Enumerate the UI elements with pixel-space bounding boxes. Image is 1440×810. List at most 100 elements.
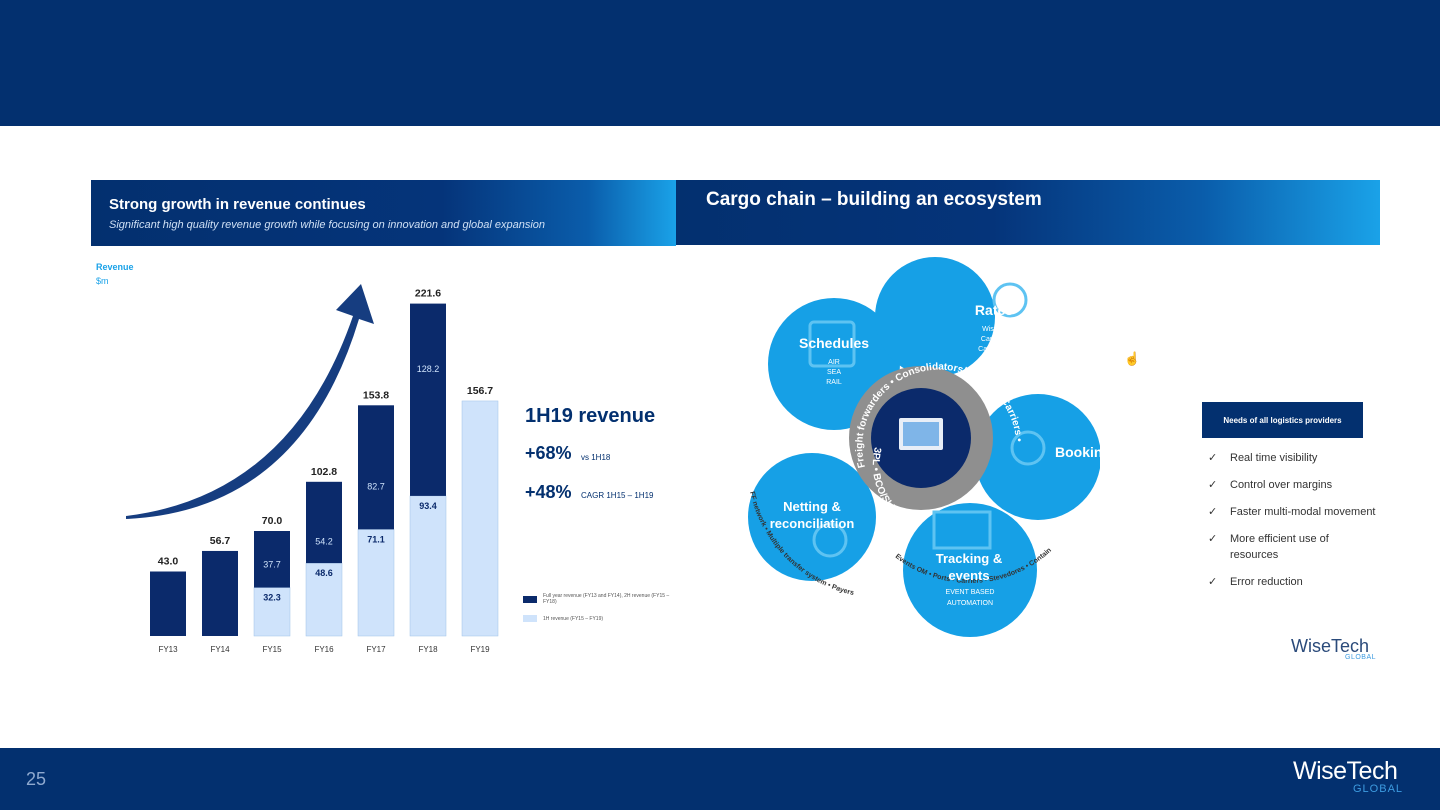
tracking-item: AUTOMATION (947, 600, 993, 607)
bottom-banner (0, 748, 1440, 810)
wisetech-logo-sub: GLOBAL (1353, 783, 1404, 795)
check-icon: ✓ (1208, 506, 1218, 518)
top-banner (0, 0, 1440, 126)
needs-item-text: More efficient use of resources (1230, 533, 1329, 561)
revenue-bar-chart: 43.0 FY13 56.7 FY14 32.3 37.7 70.0 FY15 48.6 54.2… (126, 284, 499, 654)
schedules-item: AIR (828, 359, 840, 366)
bar-segment-2h (358, 405, 394, 530)
x-tick-label: FY16 (314, 645, 334, 654)
needs-title-box: Needs of all logistics providers (1202, 402, 1363, 438)
check-icon: ✓ (1208, 479, 1218, 491)
bar-data-label: 71.1 (367, 534, 385, 544)
right-panel-title: Cargo chain – building an ecosystem (706, 189, 1042, 210)
search-icon (1010, 430, 1046, 466)
rates-item: CargoSphere (978, 346, 1020, 353)
rates-circle (875, 257, 995, 377)
right-panel-header: Cargo chain – building an ecosystem (676, 180, 1380, 245)
stat-title: 1H19 revenue (525, 405, 656, 427)
y-axis-label: Revenue (96, 262, 134, 272)
stat-growth-note: vs 1H18 (581, 453, 611, 462)
list-item: ✓ Error reduction (1208, 574, 1378, 590)
bar-data-label: 82.7 (367, 481, 385, 491)
list-item: ✓ Control over margins (1208, 477, 1378, 493)
check-icon: ✓ (1208, 533, 1218, 545)
list-item: ✓ More efficient use of resources (1208, 531, 1378, 563)
x-tick-label: FY15 (262, 645, 282, 654)
needs-list: ✓ Real time visibility ✓ Control over marg… (1208, 450, 1378, 601)
schedules-item: RAIL (826, 379, 842, 386)
bar-segment-2h (306, 481, 342, 564)
bar-total-label: 56.7 (210, 535, 231, 547)
hand-cursor-icon: ☝ (1124, 351, 1141, 366)
bar-segment-2h (202, 550, 238, 636)
wisetech-logo-panel: WiseTech (1291, 636, 1370, 656)
bar-data-label: 37.7 (263, 559, 281, 569)
schedules-title: Schedules (799, 335, 869, 351)
netting-title-line1: Netting & (783, 499, 841, 514)
needs-item-text: Real time visibility (1230, 452, 1318, 464)
bar-segment-2h (150, 571, 186, 636)
bar-data-label: 93.4 (419, 501, 437, 511)
calendar-icon (808, 320, 856, 368)
legend-swatch-light (523, 615, 537, 622)
dollar-icon (992, 282, 1028, 318)
wisetech-logo-panel-sub: GLOBAL (1345, 654, 1377, 661)
barcode-icon (932, 510, 992, 550)
bar-data-label: 54.2 (315, 536, 333, 546)
legend-label-light: 1H revenue (FY15 – FY19) (543, 615, 604, 622)
check-icon: ✓ (1208, 452, 1218, 464)
legend-label-dark: Full year revenue (FY13 and FY14), 2H re… (543, 593, 670, 605)
bar-total-label: 102.8 (311, 466, 337, 478)
x-tick-label: FY19 (470, 645, 490, 654)
bar-segment-1h (461, 400, 499, 637)
booking-circle (975, 394, 1100, 520)
tracking-circle (903, 503, 1037, 637)
bar-total-label: 153.8 (363, 389, 389, 401)
stat-cagr-note: CAGR 1H15 – 1H19 (581, 491, 654, 500)
rates-title: Rates (975, 302, 1013, 318)
stat-growth-value: +68% (525, 443, 572, 463)
left-panel-subtitle: Significant high quality revenue growth … (109, 219, 546, 231)
needs-item-text: Faster multi-modal movement (1230, 506, 1376, 518)
bar-segment-1h (357, 529, 395, 637)
list-item: ✓ Real time visibility (1208, 450, 1378, 466)
growth-arrow-icon (126, 284, 374, 519)
bar-data-label: 32.3 (263, 593, 281, 603)
bar-segment-1h (409, 495, 447, 637)
rates-item: Cargoguide (981, 336, 1017, 343)
schedules-item: SEA (827, 369, 841, 376)
booking-title: Booking (1055, 444, 1100, 460)
bar-segment-2h (254, 531, 290, 588)
ecosystem-diagram: Freight forwarders • Consolidators/NVOCC… (720, 252, 1100, 637)
bar-data-label: 128.2 (417, 364, 440, 374)
wisetech-logo: WiseTech (1293, 757, 1398, 785)
netting-title-line2: reconciliation (770, 516, 855, 531)
left-panel-title: Strong growth in revenue continues (109, 196, 366, 213)
needs-item-text: Error reduction (1230, 576, 1303, 588)
bar-data-label: 48.6 (315, 568, 333, 578)
left-panel-header: Strong growth in revenue continues Signi… (91, 180, 676, 246)
x-tick-label: FY14 (210, 645, 230, 654)
bar-total-label: 70.0 (262, 515, 283, 527)
rates-item: WiseRates (982, 326, 1016, 333)
legend-item-dark: Full year revenue (FY13 and FY14), 2H re… (523, 593, 683, 605)
tracking-item: EVENT BASED (946, 589, 995, 596)
legend-item-light: 1H revenue (FY15 – FY19) (523, 615, 683, 622)
check-icon: ✓ (1208, 576, 1218, 588)
bar-total-label: 156.7 (467, 385, 493, 397)
x-tick-label: FY17 (366, 645, 386, 654)
bar-segment-2h (410, 303, 446, 496)
bar-total-label: 221.6 (415, 288, 441, 300)
y-axis-unit: $m (96, 276, 109, 286)
chart-legend: Full year revenue (FY13 and FY14), 2H re… (523, 593, 683, 632)
list-item: ✓ Faster multi-modal movement (1208, 504, 1378, 520)
x-tick-label: FY13 (158, 645, 178, 654)
bar-total-label: 43.0 (158, 556, 179, 568)
coin-icon (812, 522, 848, 558)
page-number: 25 (26, 769, 47, 789)
x-tick-label: FY18 (418, 645, 438, 654)
needs-item-text: Control over margins (1230, 479, 1333, 491)
tracking-title-line2: events (948, 568, 989, 583)
stat-cagr-value: +48% (525, 482, 572, 502)
tracking-title-line1: Tracking & (936, 551, 1002, 566)
